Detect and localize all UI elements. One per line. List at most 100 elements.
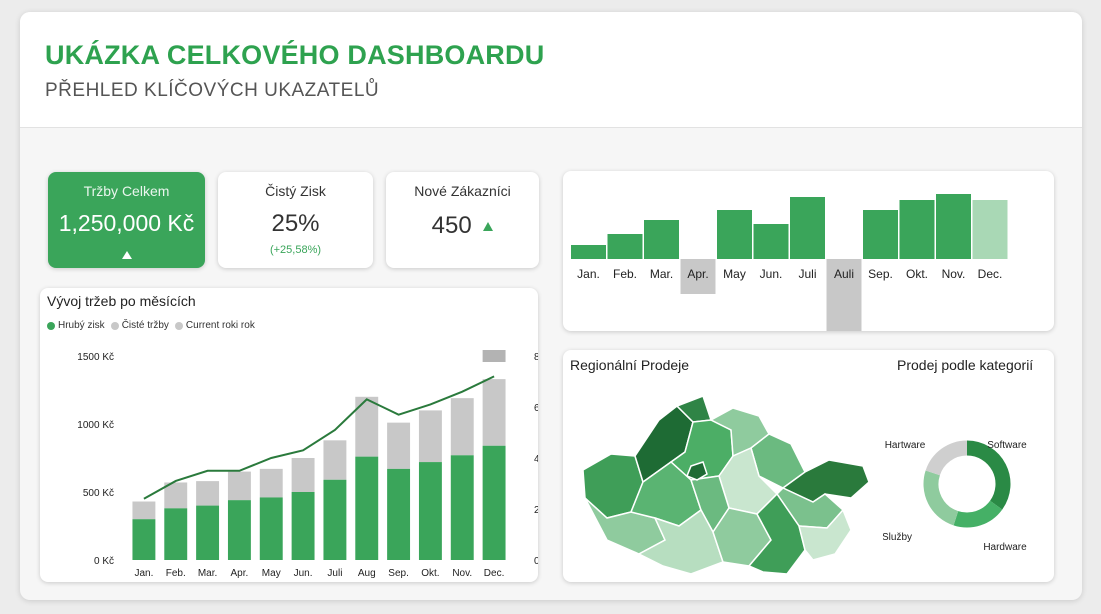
donut-slice — [953, 500, 1003, 528]
map-region-prague — [686, 461, 708, 481]
bar-gross — [450, 455, 474, 560]
bar-net — [132, 501, 156, 520]
bar-gross — [323, 479, 347, 560]
y2-tick-label: 40 — [534, 454, 538, 465]
arrow-up-icon — [121, 251, 132, 259]
x-tick-label: Apr. — [687, 267, 708, 281]
x-tick-label: Dec. — [978, 267, 1003, 281]
x-tick-label: Nov. — [942, 267, 966, 281]
legend-dot-icon — [47, 321, 55, 330]
kpi-card-customers[interactable]: Nové Zákazníci 450 — [386, 172, 539, 268]
y2-tick-label: 60 — [534, 403, 538, 414]
x-tick-label: Feb. — [613, 267, 637, 281]
bar-net — [259, 468, 283, 498]
legend-label: Čisté tržby — [121, 320, 169, 331]
bar — [936, 194, 971, 259]
bar — [972, 200, 1008, 259]
x-tick-label: Mar. — [650, 267, 673, 281]
header: UKÁZKA CELKOVÉHO DASHBOARDU PŘEHLED KLÍČ… — [20, 12, 1082, 128]
bar-gross — [259, 497, 283, 560]
x-tick-label: May — [723, 267, 746, 281]
legend-item: Hrubý zisk — [47, 320, 105, 331]
bar-gross — [132, 519, 156, 560]
slice-label: Hardware — [983, 542, 1027, 553]
bar — [753, 224, 789, 259]
revenue-chart-title: Vývoj tržeb po měsících — [47, 293, 196, 309]
x-tick-label: Jan. — [577, 267, 600, 281]
kpi-card-profit[interactable]: Čistý Zisk 25% (+25,58%) — [218, 172, 373, 268]
map-region — [637, 508, 724, 575]
bar-gross — [196, 505, 220, 560]
slice-label: Hartware — [885, 440, 926, 451]
x-tick-label: Apr. — [231, 568, 249, 579]
x-tick-label: Juli — [327, 568, 342, 579]
x-tick-label: Jan. — [134, 568, 153, 579]
bar-gross — [482, 445, 506, 560]
x-tick-label: May — [262, 568, 281, 579]
x-tick-label: Jun. — [294, 568, 313, 579]
legend-label: Hrubý zisk — [58, 320, 105, 331]
x-tick-label: Jun. — [760, 267, 783, 281]
bar — [607, 234, 643, 259]
bar-net — [164, 482, 188, 509]
regional-card: Regionální Prodeje Prodej podle kategori… — [563, 350, 1054, 582]
dashboard-frame: UKÁZKA CELKOVÉHO DASHBOARDU PŘEHLED KLÍČ… — [20, 12, 1082, 600]
kpi-profit-value: 25% — [271, 210, 320, 237]
revenue-chart-card: Vývoj tržeb po měsících Hrubý zisk Čisté… — [40, 288, 538, 582]
triangle-up-icon — [483, 222, 494, 232]
bar-net — [227, 471, 251, 501]
bar-net — [355, 396, 379, 457]
y-tick-label: 500 Kč — [83, 488, 114, 499]
kpi-revenue-label: Tržby Celkem — [83, 183, 170, 199]
bar-gross — [227, 500, 251, 560]
legend-marker-box — [482, 350, 506, 362]
x-tick-label: Aug — [358, 568, 376, 579]
bar-gross — [291, 492, 315, 560]
x-tick-label: Juli — [798, 267, 816, 281]
y-tick-label: 1000 Kč — [77, 420, 114, 431]
bar — [899, 200, 935, 259]
kpi-customers-value: 450 — [431, 212, 472, 239]
kpi-profit-change: (+25,58%) — [269, 244, 322, 256]
kpi-revenue-value: 1,250,000 Kč — [58, 210, 195, 236]
bar — [863, 210, 898, 259]
x-tick-label: Nov. — [452, 568, 472, 579]
bar — [717, 210, 752, 259]
kpi-card-revenue[interactable]: Tržby Celkem 1,250,000 Kč — [48, 172, 205, 268]
bar — [826, 259, 862, 332]
map-region — [747, 492, 806, 575]
donut-slice — [966, 440, 1011, 510]
map-title: Regionální Prodeje — [570, 357, 690, 373]
page-title: UKÁZKA CELKOVÉHO DASHBOARDU — [45, 40, 545, 70]
bar-net — [418, 410, 442, 463]
y-tick-label: 1500 Kč — [77, 352, 114, 363]
y2-tick-label: 80 — [534, 352, 538, 363]
x-tick-label: Okt. — [906, 267, 928, 281]
bar-net — [291, 458, 315, 492]
kpi-customers-label: Nové Zákazníci — [414, 183, 511, 199]
x-tick-label: Okt. — [421, 568, 439, 579]
slice-label: Software — [987, 440, 1027, 451]
bar-gross — [355, 456, 379, 560]
y2-tick-label: 20 — [534, 505, 538, 516]
x-tick-label: Dec. — [484, 568, 505, 579]
revenue-legend: Hrubý zisk Čisté tržby Current roki rok — [47, 320, 255, 331]
y-tick-label: 0 Kč — [94, 556, 114, 567]
series-line — [143, 375, 495, 500]
legend-dot-icon — [174, 321, 183, 330]
kpi-profit-label: Čistý Zisk — [265, 183, 326, 199]
legend-item: Čisté tržby — [110, 320, 169, 331]
bar-net — [450, 398, 474, 456]
legend-dot-icon — [110, 321, 119, 330]
page-subtitle: PŘEHLED KLÍČOVÝCH UKAZATELŮ — [45, 80, 380, 101]
bar-net — [196, 481, 220, 506]
pie-title: Prodej podle kategorií — [897, 357, 1034, 373]
monthly-bar-card: Jan. Feb. Mar. Apr. May Jun. Juli Auli Sep. Okt. N… — [563, 171, 1054, 332]
map-region — [798, 508, 852, 561]
bar-net — [323, 440, 347, 480]
legend-label: Current roki rok — [185, 320, 255, 331]
legend-item: Current roki rok — [174, 320, 255, 331]
category-donut: Software Hardware Služby Hartware — [883, 440, 1027, 553]
donut-slice — [925, 440, 968, 476]
x-tick-label: Sep. — [388, 568, 409, 579]
